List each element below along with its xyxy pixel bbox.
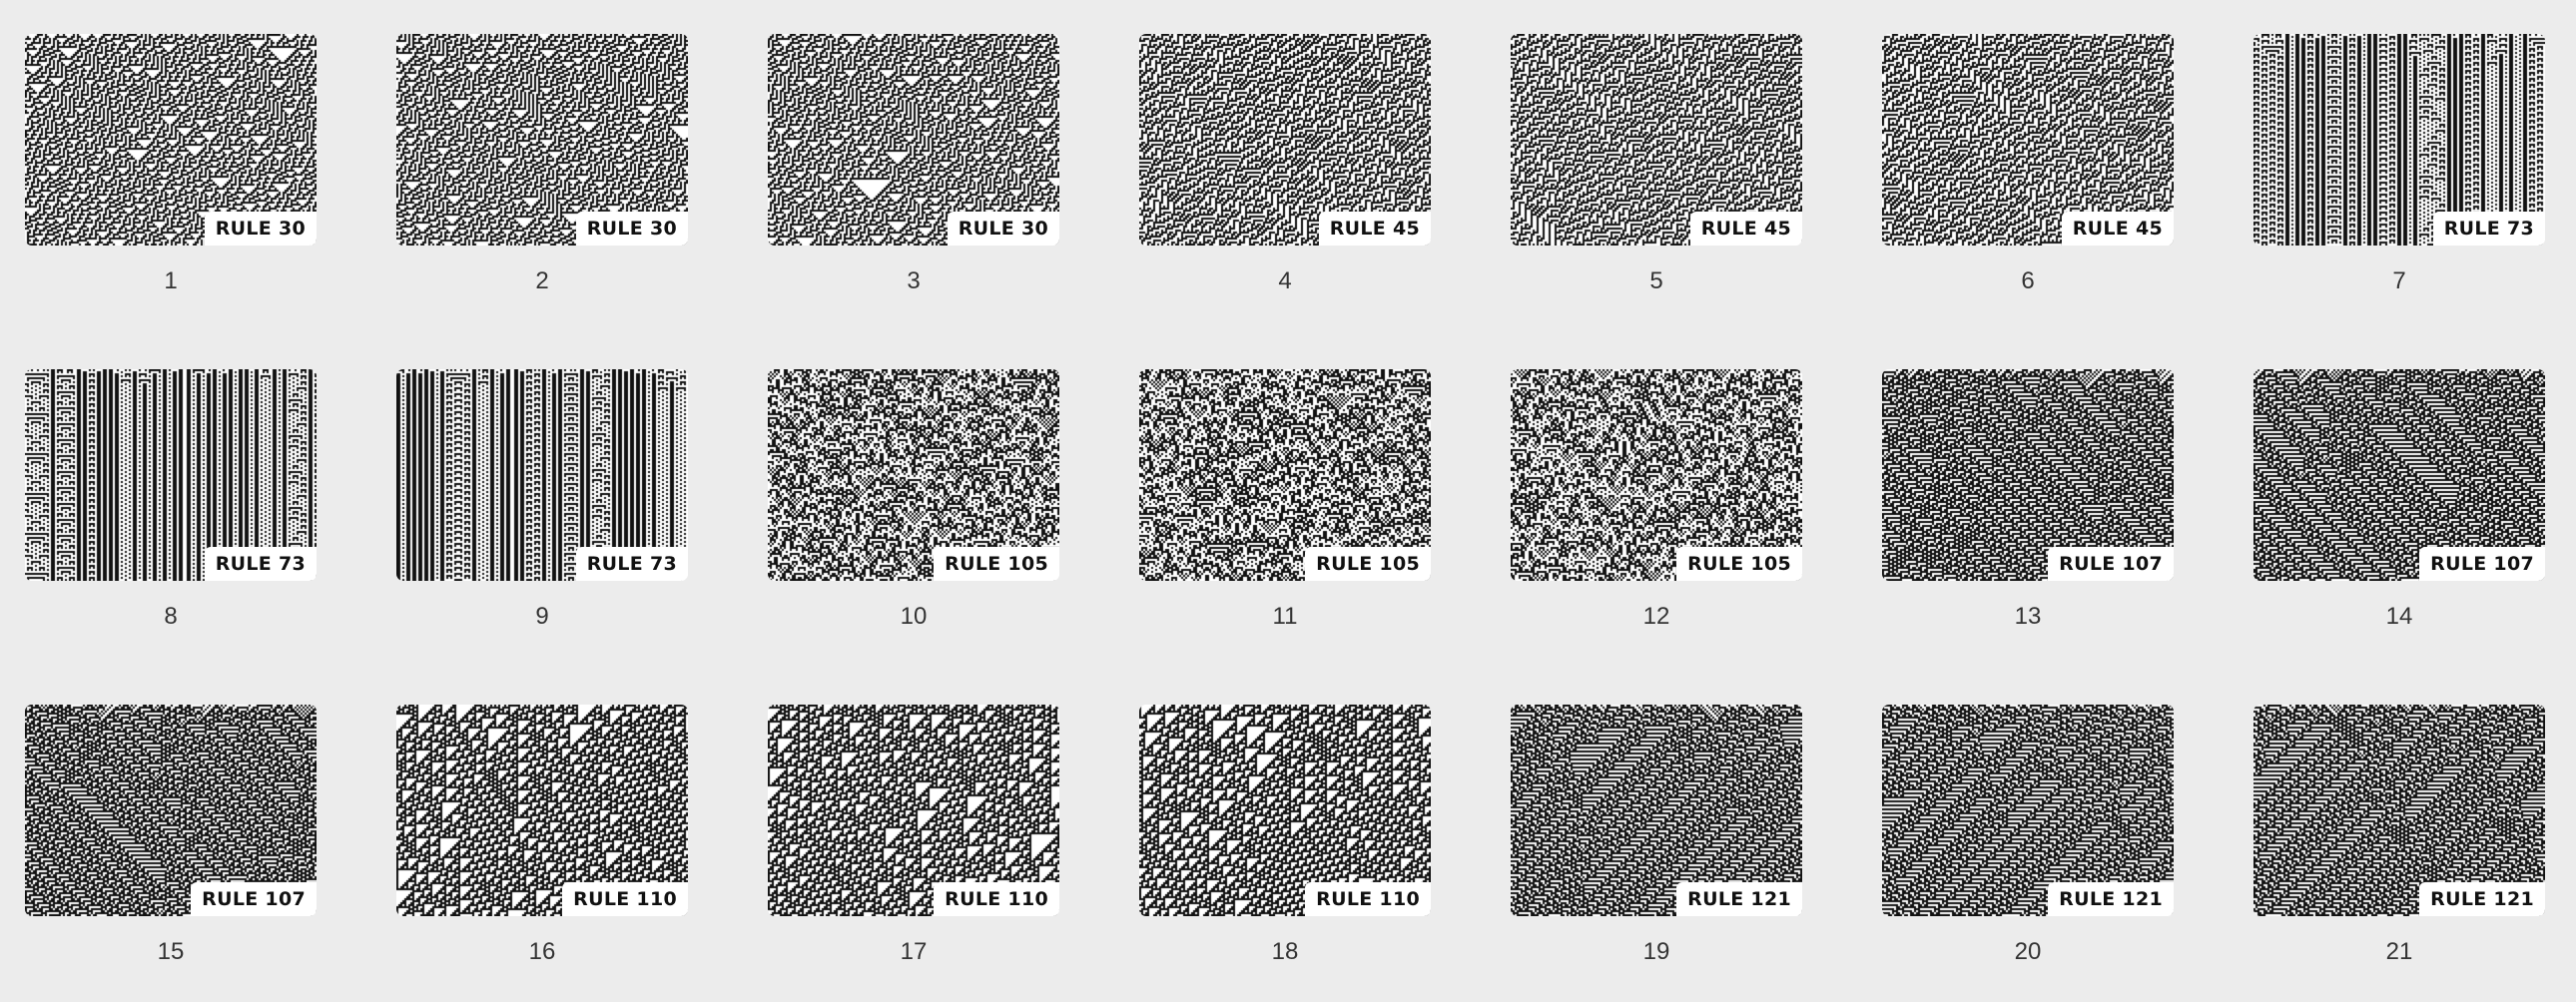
rule-badge: RULE 110 [562, 882, 688, 916]
tile-index-caption: 14 [2385, 603, 2413, 630]
tile-index-caption: 4 [1278, 267, 1292, 294]
rule-badge: RULE 30 [575, 212, 688, 246]
automaton-pattern [2254, 705, 2545, 916]
automaton-tile[interactable]: RULE 45 [1511, 34, 1802, 246]
rule-badge: RULE 45 [1318, 212, 1431, 246]
rule-badge: RULE 45 [1689, 212, 1802, 246]
automaton-tile[interactable]: RULE 73 [396, 369, 688, 581]
automaton-pattern [396, 369, 688, 581]
tile-index-caption: 6 [2021, 267, 2035, 294]
rule-badge: RULE 45 [2061, 212, 2174, 246]
automaton-tile[interactable]: RULE 121 [1511, 705, 1802, 916]
rule-badge: RULE 73 [2432, 212, 2545, 246]
automaton-tile[interactable]: RULE 73 [25, 369, 317, 581]
automaton-tile[interactable]: RULE 105 [768, 369, 1059, 581]
tile-index-caption: 19 [1642, 938, 1670, 965]
rule-badge: RULE 121 [2419, 882, 2545, 916]
tile-index-caption: 7 [2392, 267, 2406, 294]
tile-index-caption: 17 [900, 938, 928, 965]
rule-badge: RULE 107 [2419, 547, 2545, 581]
tile-index-caption: 9 [535, 603, 549, 630]
automaton-pattern [1139, 34, 1431, 246]
rule-badge: RULE 105 [1676, 547, 1802, 581]
tile-index-caption: 12 [1642, 603, 1670, 630]
automaton-pattern [768, 369, 1059, 581]
automaton-tile[interactable]: RULE 30 [25, 34, 317, 246]
automaton-pattern [25, 705, 317, 916]
rule-badge: RULE 105 [1305, 547, 1431, 581]
automaton-pattern [25, 34, 317, 246]
automaton-tile[interactable]: RULE 45 [1882, 34, 2174, 246]
tile-index-caption: 20 [2014, 938, 2042, 965]
rule-badge: RULE 107 [191, 882, 317, 916]
automaton-pattern [768, 705, 1059, 916]
rule-badge: RULE 110 [1305, 882, 1431, 916]
automaton-tile[interactable]: RULE 110 [768, 705, 1059, 916]
tile-index-caption: 21 [2385, 938, 2413, 965]
automaton-tile[interactable]: RULE 105 [1139, 369, 1431, 581]
tile-index-caption: 18 [1271, 938, 1299, 965]
automaton-tile[interactable]: RULE 110 [1139, 705, 1431, 916]
automaton-tile[interactable]: RULE 45 [1139, 34, 1431, 246]
tile-index-caption: 5 [1649, 267, 1663, 294]
tile-index-caption: 8 [164, 603, 178, 630]
automaton-pattern [768, 34, 1059, 246]
automaton-tile[interactable]: RULE 121 [2254, 705, 2545, 916]
rule-badge: RULE 121 [1676, 882, 1802, 916]
tile-index-caption: 10 [900, 603, 928, 630]
automaton-pattern [2254, 369, 2545, 581]
rule-badge: RULE 110 [934, 882, 1059, 916]
automaton-pattern [25, 369, 317, 581]
automaton-tile[interactable]: RULE 30 [768, 34, 1059, 246]
rule-badge: RULE 121 [2048, 882, 2174, 916]
automaton-pattern [1882, 705, 2174, 916]
automaton-pattern [396, 34, 688, 246]
automaton-pattern [1882, 369, 2174, 581]
automaton-tile[interactable]: RULE 30 [396, 34, 688, 246]
tile-index-caption: 11 [1272, 603, 1298, 630]
tile-index-caption: 16 [528, 938, 556, 965]
rule-badge: RULE 73 [575, 547, 688, 581]
tile-index-caption: 3 [907, 267, 921, 294]
automaton-pattern [1511, 369, 1802, 581]
tile-index-caption: 15 [157, 938, 185, 965]
automaton-pattern [1139, 369, 1431, 581]
rule-badge: RULE 105 [934, 547, 1059, 581]
rule-badge: RULE 73 [204, 547, 317, 581]
tile-index-caption: 13 [2014, 603, 2042, 630]
automaton-tile[interactable]: RULE 121 [1882, 705, 2174, 916]
automaton-tile[interactable]: RULE 107 [2254, 369, 2545, 581]
automaton-pattern [2254, 34, 2545, 246]
tile-index-caption: 1 [164, 267, 178, 294]
rule-badge: RULE 107 [2048, 547, 2174, 581]
automaton-pattern [1882, 34, 2174, 246]
automaton-pattern [1511, 705, 1802, 916]
automaton-tile[interactable]: RULE 107 [1882, 369, 2174, 581]
automaton-tile[interactable]: RULE 110 [396, 705, 688, 916]
rule-badge: RULE 30 [204, 212, 317, 246]
automaton-tile[interactable]: RULE 107 [25, 705, 317, 916]
automaton-tile[interactable]: RULE 105 [1511, 369, 1802, 581]
automaton-pattern [1511, 34, 1802, 246]
rule-badge: RULE 30 [947, 212, 1059, 246]
tile-index-caption: 2 [535, 267, 549, 294]
automaton-pattern [396, 705, 688, 916]
automaton-pattern [1139, 705, 1431, 916]
automaton-tile[interactable]: RULE 73 [2254, 34, 2545, 246]
